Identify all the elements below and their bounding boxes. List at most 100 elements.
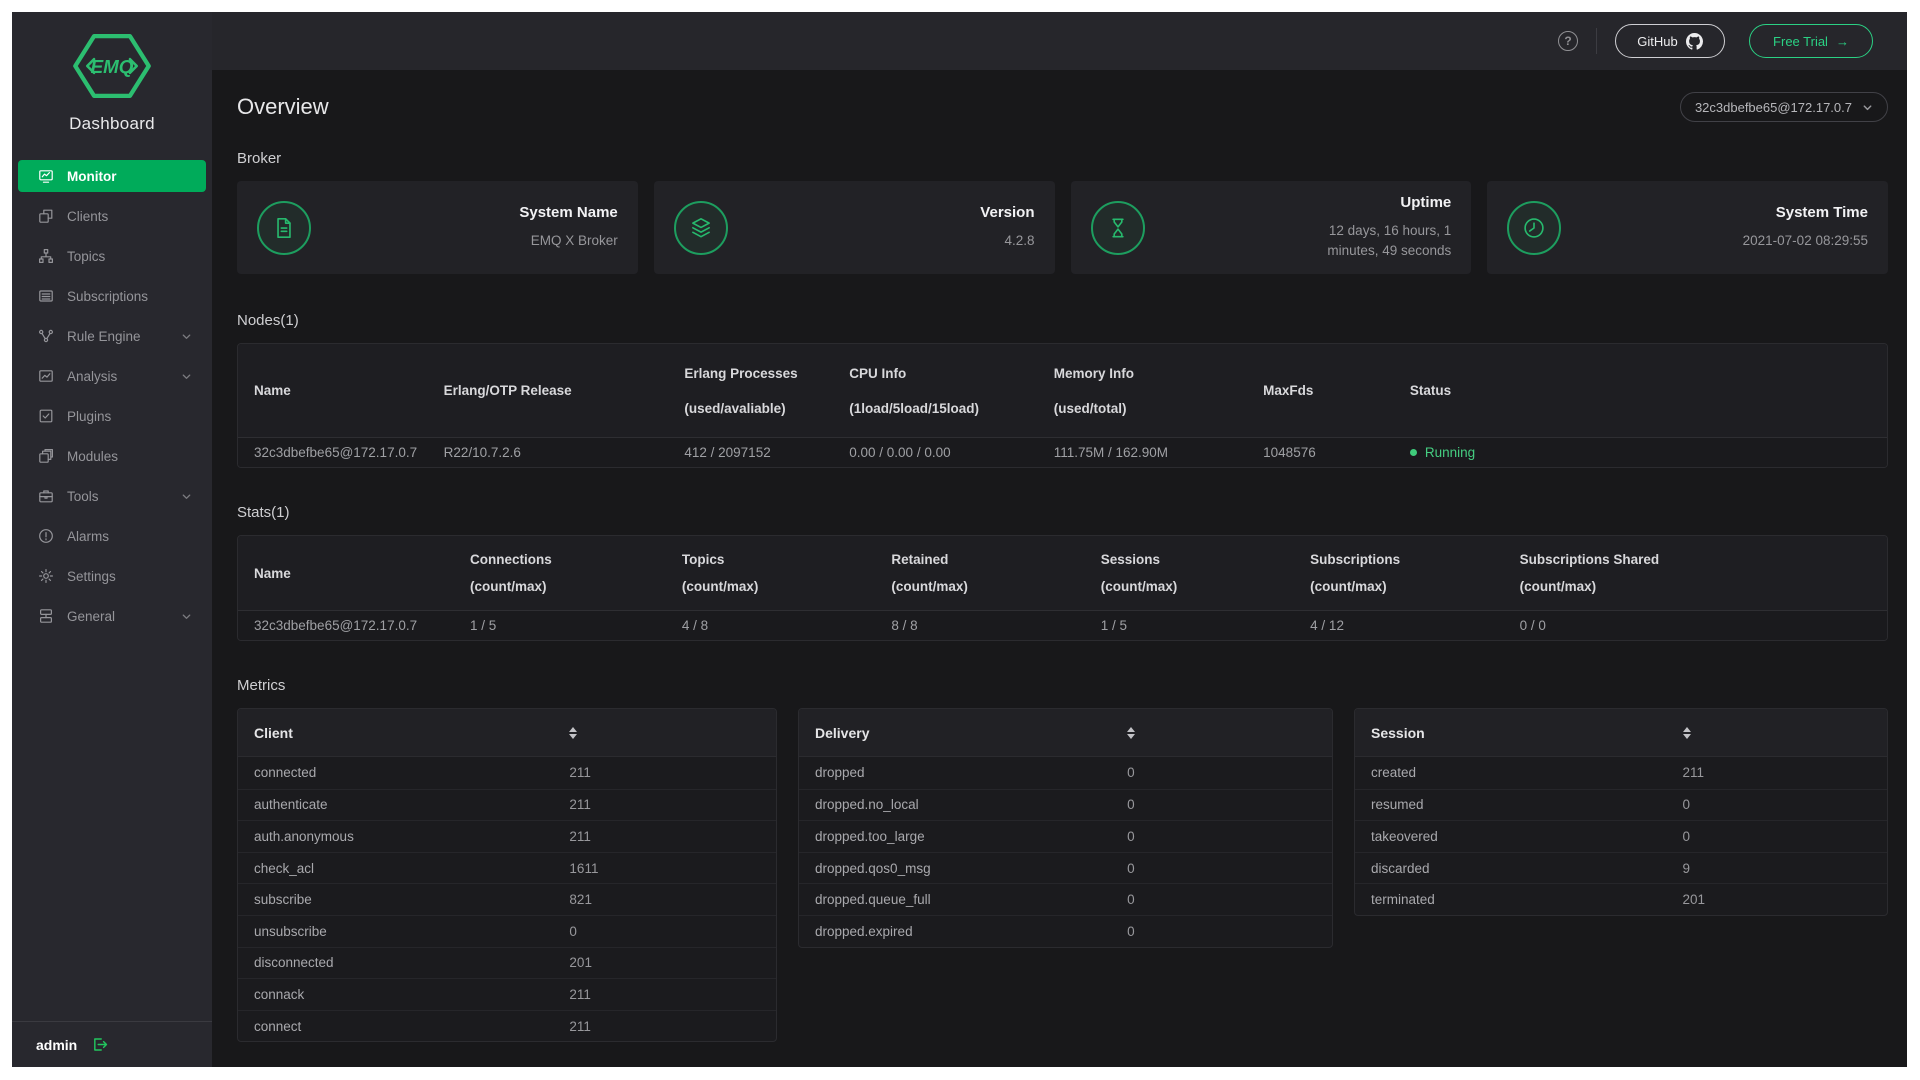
metric-name: authenticate [254, 797, 328, 813]
metric-name: terminated [1371, 892, 1435, 908]
help-icon[interactable]: ? [1558, 31, 1578, 51]
sort-icon[interactable] [1127, 726, 1136, 739]
metric-name: dropped.expired [815, 923, 913, 939]
table-row: disconnected 201 [238, 946, 776, 979]
metrics-table-session: Session created 211 resumed [1354, 708, 1888, 916]
table-row: authenticate 211 [238, 788, 776, 821]
column-header: Subscriptions Shared [1519, 552, 1660, 567]
free-trial-button[interactable]: Free Trial → [1749, 24, 1873, 58]
status-dot-icon [1409, 449, 1417, 456]
plugins-icon [38, 408, 54, 424]
column-header: Sessions [1100, 552, 1161, 567]
metric-name: created [1371, 765, 1417, 781]
node-cpu: 0.00 / 0.00 / 0.00 [849, 445, 951, 460]
sidebar-item-label: Subscriptions [67, 288, 149, 304]
broker-card-uptime: Uptime 12 days, 16 hours, 1 minutes, 49 … [1070, 181, 1472, 274]
analysis-icon [38, 368, 54, 384]
table-row: dropped.qos0_msg 0 [799, 851, 1332, 884]
card-label: System Name [519, 203, 618, 221]
sort-icon[interactable] [569, 726, 578, 739]
sidebar-item-general[interactable]: General [18, 600, 206, 632]
table-row: subscribe 821 [238, 883, 776, 915]
sidebar-item-topics[interactable]: Topics [18, 240, 206, 272]
table-row: 32c3dbefbe65@172.17.0.7 R22/10.7.2.6 412… [238, 437, 1887, 467]
sidebar-item-label: Settings [67, 568, 116, 584]
sidebar-item-clients[interactable]: Clients [18, 200, 206, 232]
table-row: dropped 0 [799, 757, 1332, 789]
card-value: 12 days, 16 hours, 1 minutes, 49 seconds [1327, 222, 1452, 258]
stats-sessions: 1 / 5 [1100, 618, 1128, 633]
column-header: Connections [470, 552, 552, 567]
stats-table: Name Connections (count/max) Topics (count… [237, 535, 1888, 641]
nodes-table: Name Erlang/OTP Release Erlang Processes… [237, 343, 1888, 468]
node-selector[interactable]: 32c3dbefbe65@172.17.0.7 [1679, 92, 1888, 122]
sidebar-item-rule-engine[interactable]: Rule Engine [18, 320, 206, 352]
card-label: Version [980, 203, 1035, 221]
column-header: Erlang Processes [684, 365, 798, 381]
broker-card-system-name: System Name EMQ X Broker [237, 181, 638, 274]
metrics-section-title: Metrics [237, 677, 286, 694]
metrics-table-title: Client [254, 724, 293, 741]
table-row: discarded 9 [1355, 851, 1887, 884]
node-memory: 111.75M / 162.90M [1053, 445, 1169, 460]
sidebar-item-subscriptions[interactable]: Subscriptions [18, 280, 206, 312]
topbar: ? GitHub Free Trial → [212, 12, 1907, 70]
github-icon [1685, 32, 1703, 50]
stats-name: 32c3dbefbe65@172.17.0.7 [254, 618, 418, 633]
sort-icon[interactable] [1682, 726, 1691, 739]
metric-name: subscribe [254, 892, 312, 908]
sidebar-item-monitor[interactable]: Monitor [18, 160, 206, 192]
stats-retained: 8 / 8 [891, 618, 918, 633]
github-button[interactable]: GitHub [1615, 24, 1725, 58]
logout-icon[interactable] [91, 1036, 108, 1053]
chevron-down-icon [181, 371, 192, 382]
metric-value: 0 [1127, 892, 1135, 908]
table-row: unsubscribe 0 [238, 914, 776, 947]
sidebar-item-plugins[interactable]: Plugins [18, 400, 206, 432]
stats-topics: 4 / 8 [681, 618, 709, 633]
column-header: Erlang/OTP Release [443, 383, 572, 398]
metric-name: disconnected [254, 955, 334, 971]
sidebar-item-alarms[interactable]: Alarms [18, 520, 206, 552]
metric-value: 211 [569, 828, 591, 844]
sidebar-item-tools[interactable]: Tools [18, 480, 206, 512]
node-name: 32c3dbefbe65@172.17.0.7 [254, 445, 418, 460]
metric-name: dropped.queue_full [815, 892, 931, 908]
sidebar-item-analysis[interactable]: Analysis [18, 360, 206, 392]
table-row: takeovered 0 [1355, 820, 1887, 852]
table-row: dropped.too_large 0 [799, 820, 1332, 852]
sidebar-item-modules[interactable]: Modules [18, 440, 206, 472]
card-label: Uptime [1400, 193, 1452, 211]
metric-name: discarded [1371, 860, 1430, 876]
card-value: EMQ X Broker [530, 232, 618, 248]
emq-logo: EMQ Dashboard [12, 12, 212, 134]
metric-name: dropped [815, 765, 865, 781]
metric-name: dropped.no_local [815, 797, 919, 813]
metric-name: dropped.too_large [815, 828, 925, 844]
table-row: dropped.no_local 0 [799, 788, 1332, 821]
metric-value: 211 [1682, 765, 1705, 781]
table-row: check_acl 1611 [238, 851, 776, 884]
metrics-table-header: Delivery [799, 709, 1332, 757]
tools-icon [38, 488, 54, 504]
chevron-down-icon [181, 331, 192, 342]
sidebar-item-label: Clients [67, 208, 109, 224]
metric-value: 201 [1682, 892, 1706, 908]
sidebar-item-label: Modules [67, 448, 119, 464]
layers-icon [673, 200, 728, 255]
sidebar-item-label: Topics [67, 248, 106, 264]
metrics-table-title: Session [1371, 724, 1425, 741]
table-row: auth.anonymous 211 [238, 820, 776, 852]
metric-value: 211 [569, 765, 591, 781]
app-title: Dashboard [69, 114, 155, 133]
page-header: Overview 32c3dbefbe65@172.17.0.7 [237, 92, 1888, 122]
metric-value: 1611 [569, 860, 599, 876]
metrics-table-header: Client [238, 709, 776, 757]
column-header: Subscriptions [1310, 552, 1401, 567]
metrics-table-client: Client connected 211 authenticate [237, 708, 777, 1043]
sidebar-item-label: Plugins [67, 408, 112, 424]
nodes-section-title: Nodes(1) [237, 312, 299, 329]
metrics-table-body: connected 211 authenticate 211 auth.anon… [238, 757, 776, 1041]
column-header: CPU Info [849, 365, 907, 381]
sidebar-item-settings[interactable]: Settings [18, 560, 206, 592]
